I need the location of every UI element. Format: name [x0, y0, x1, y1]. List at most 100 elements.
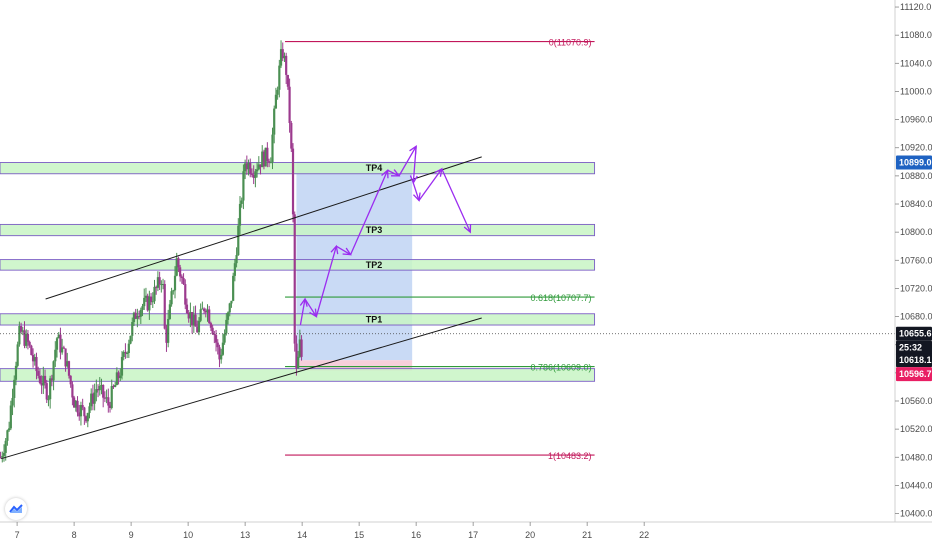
candle-body [117, 372, 120, 379]
candle-body [71, 384, 74, 398]
candle-body [9, 405, 12, 429]
zone-tp1 [0, 313, 596, 326]
candle-body [218, 347, 221, 360]
candle-body [184, 284, 187, 305]
candle-body [291, 148, 295, 215]
price-tick-label: 10560.0 [900, 396, 932, 406]
candle-body [237, 225, 240, 256]
candle-body [196, 326, 199, 333]
candle-body [8, 428, 11, 431]
candle-body [37, 371, 40, 376]
candle-body [293, 214, 296, 344]
candle-body [69, 375, 72, 385]
candle-body [91, 393, 95, 404]
candle-body [281, 49, 284, 59]
price-axis-badges: 10899.0 10655.6 25:32 10618.1 10596.7 [896, 155, 932, 382]
candle-body [156, 277, 160, 288]
candle-body [269, 162, 272, 164]
candle-body [23, 330, 26, 346]
candle-body [267, 161, 271, 163]
support-resistance-zones[interactable]: TP4 TP3 TP2 TP1 [0, 162, 596, 382]
projection-segment [387, 169, 400, 177]
tradingview-logo[interactable] [5, 498, 27, 520]
candle-body [31, 355, 35, 362]
candle-body [78, 412, 81, 417]
candle-body [120, 356, 124, 376]
candle-body [266, 147, 269, 162]
candle-body [143, 297, 146, 307]
time-axis[interactable]: 7 8 9 10 13 14 15 16 17 20 21 22 [0, 521, 932, 540]
price-badge [896, 326, 932, 341]
time-tick-label: 7 [15, 530, 20, 540]
candle-body [50, 378, 53, 381]
candle-body [273, 108, 276, 135]
candle-body [177, 258, 180, 268]
candle-body [35, 357, 38, 372]
candle-body [40, 382, 43, 386]
candle-body [4, 440, 7, 453]
candle-body [209, 323, 213, 328]
price-tick-label: 10960.0 [900, 115, 932, 125]
fibonacci-retracement[interactable]: 0(11070.9) 0.618(10707.7) 0.786(10609.0) 1(… [285, 38, 595, 461]
projection-segment [315, 246, 337, 317]
candle-body [216, 342, 219, 348]
price-tick-label: 10760.0 [900, 255, 932, 265]
candle-body [160, 284, 163, 286]
projection-segment [336, 245, 351, 256]
candle-body [81, 405, 84, 408]
projection-arrows[interactable] [299, 145, 472, 326]
price-badge-label: 25:32 [899, 343, 922, 353]
price-tick-label: 11120.0 [900, 2, 931, 12]
zone-label-tp1: TP1 [366, 314, 383, 324]
candle-body [136, 316, 139, 319]
time-tick-label: 15 [354, 530, 364, 540]
fib-label-0: 0(11070.9) [549, 38, 592, 48]
candlestick-series [0, 40, 303, 463]
candle-body [129, 335, 132, 344]
candle-body [127, 343, 130, 354]
candle-body [214, 335, 218, 343]
candle-body [189, 312, 192, 319]
zone-label-tp4: TP4 [366, 163, 383, 173]
candle-body [26, 333, 30, 342]
candle-body [279, 49, 283, 66]
candle-body [249, 162, 252, 174]
price-tick-label: 10920.0 [900, 143, 932, 153]
time-tick-label: 22 [639, 530, 649, 540]
candle-body [175, 258, 178, 276]
projection-segment [418, 168, 443, 201]
candle-body [261, 151, 264, 168]
candle-body [238, 203, 242, 226]
price-tick-label: 10800.0 [900, 227, 932, 237]
candle-body [103, 397, 106, 399]
candle-body [199, 309, 202, 321]
candle-body [244, 163, 247, 172]
candle-body [276, 89, 279, 95]
candle-body [283, 55, 286, 59]
candle-body [144, 295, 148, 298]
candle-body [107, 397, 110, 406]
trend-channel[interactable] [0, 156, 482, 460]
time-tick-label: 17 [468, 530, 478, 540]
candle-body [6, 430, 9, 441]
candle-body [64, 348, 67, 367]
time-tick-label: 16 [411, 530, 421, 540]
zone-tp4 [0, 162, 596, 175]
candle-body [223, 333, 226, 343]
candle-body [240, 200, 243, 204]
price-badge-label: 10596.7 [899, 369, 932, 379]
candle-body [18, 325, 21, 345]
candle-body [88, 406, 91, 414]
candle-body [191, 312, 194, 326]
price-tick-label: 10880.0 [900, 171, 932, 181]
candle-body [155, 286, 158, 288]
candle-body [66, 361, 69, 367]
candle-body [90, 393, 93, 407]
price-tick-label: 11000.0 [900, 86, 932, 96]
candle-body [168, 304, 171, 319]
candle-body [49, 378, 52, 400]
candle-body [122, 352, 125, 357]
candle-body [233, 263, 236, 276]
